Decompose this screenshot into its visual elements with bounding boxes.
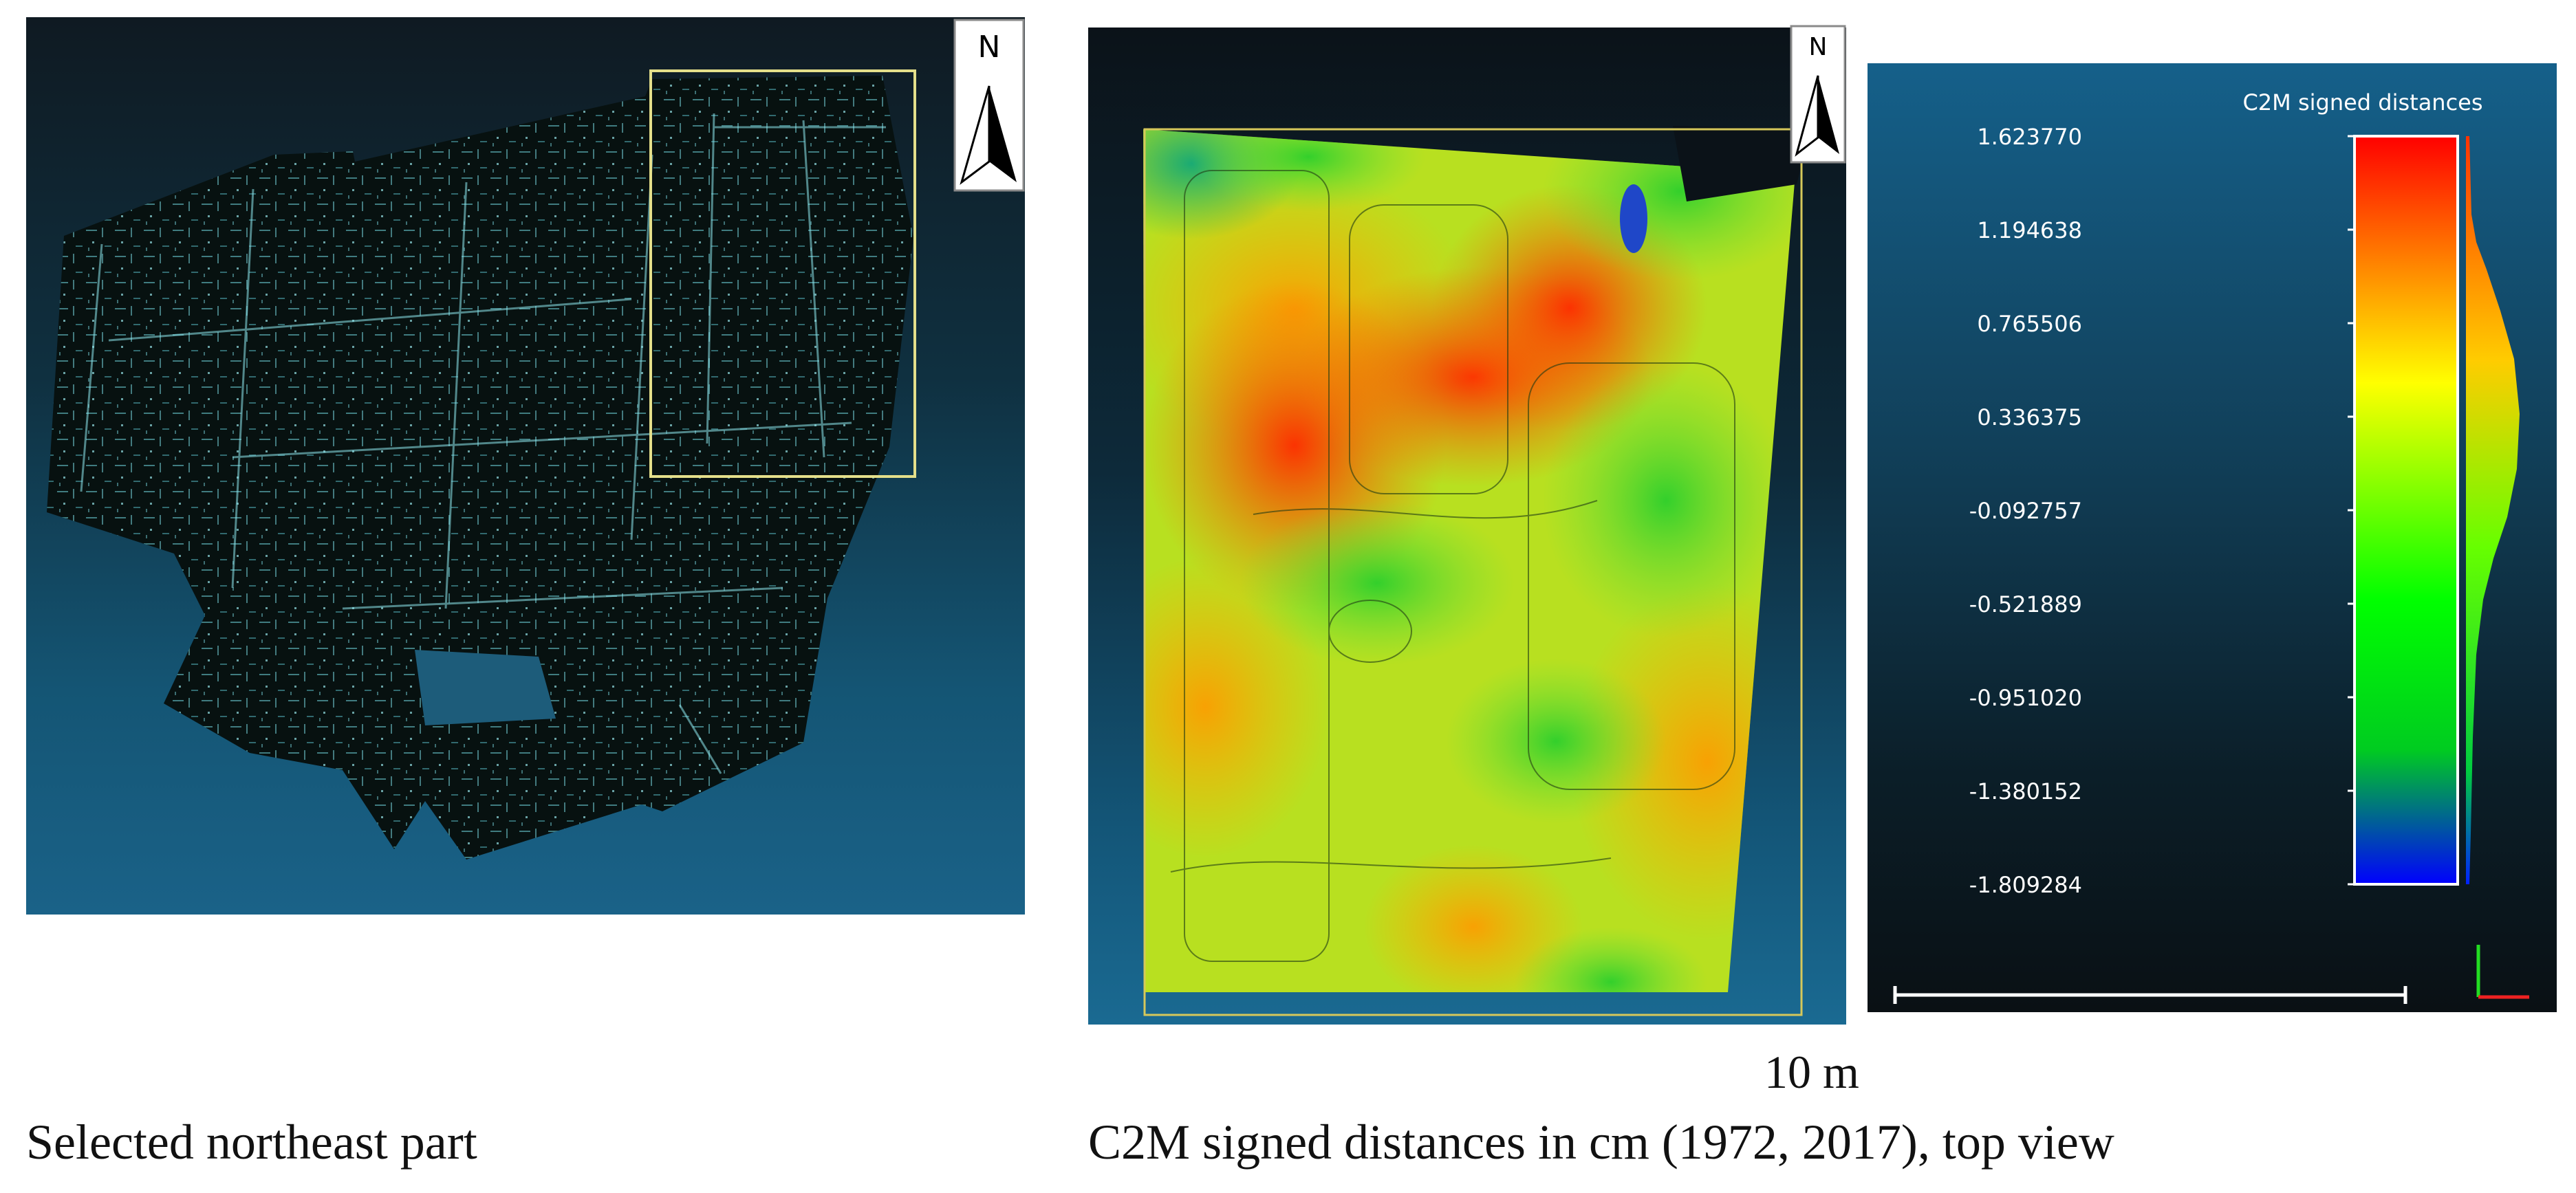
colorbar-tick-label: -0.521889: [1969, 591, 2082, 617]
point-cloud-view: N: [26, 17, 1025, 915]
north-arrow-icon: [1790, 25, 1846, 164]
north-label: N: [978, 30, 1001, 65]
top-margin: [1088, 19, 1846, 28]
selection-box: [649, 69, 916, 478]
caption-right: C2M signed distances in cm (1972, 2017),…: [1088, 1115, 2114, 1170]
colorbar-tick-label: 1.194638: [1977, 217, 2082, 243]
colorbar-svg: [1893, 135, 2529, 1004]
axis-trihedron-icon: [2476, 945, 2529, 999]
point-cloud-features: [80, 113, 886, 774]
colorbar-title: C2M signed distances: [2242, 89, 2483, 116]
colorbar-tick-label: 0.765506: [1977, 311, 2082, 337]
map-bounding-box: [1143, 128, 1803, 1016]
distance-histogram: [2466, 136, 2520, 884]
caption-left: Selected northeast part: [26, 1115, 477, 1170]
colorbar-tick-label: 1.623770: [1977, 124, 2082, 150]
colorbar-tick-label: -1.809284: [1969, 872, 2082, 898]
colorbar-tick-label: 0.336375: [1977, 404, 2082, 430]
distance-map-view: N: [1088, 19, 1846, 1025]
distance-map-svg: N: [1088, 19, 1846, 1016]
north-arrow-icon: [953, 19, 1025, 192]
point-cloud-svg: N: [47, 19, 1025, 860]
scale-bar-label: 10 m: [1764, 1046, 1859, 1098]
point-cloud-void: [415, 650, 556, 725]
colorbar-panel: C2M signed distances: [1868, 63, 2557, 1012]
colorbar-tick-label: -1.380152: [1969, 778, 2082, 805]
map-void: [1673, 126, 1810, 201]
point-cloud-area: [47, 76, 913, 860]
scale-bar: [1893, 986, 2407, 1004]
colorbar-tick-label: -0.951020: [1969, 685, 2082, 711]
colorbar-ticks: [2348, 135, 2355, 886]
north-label: N: [1809, 33, 1828, 61]
colorbar-tick-label: -0.092757: [1969, 498, 2082, 524]
distance-map-surface: [1143, 129, 1795, 992]
colorbar-gradient: [2353, 135, 2459, 886]
